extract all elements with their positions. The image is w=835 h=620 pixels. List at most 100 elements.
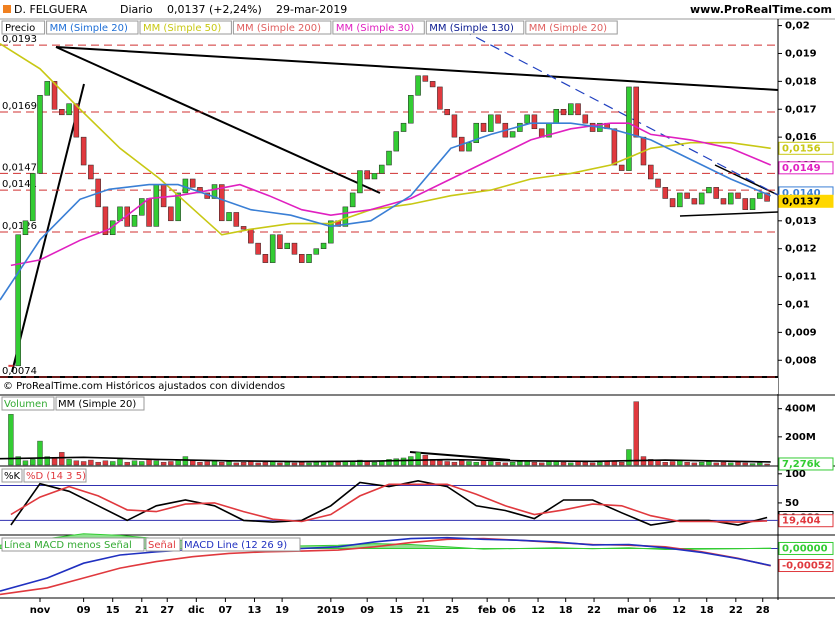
candle (568, 103, 574, 116)
volume-bar (15, 456, 21, 466)
x-tick-label: 22 (729, 605, 743, 616)
volume-bar (669, 461, 676, 466)
volume-bar (37, 440, 43, 466)
candle (415, 75, 421, 96)
y-tick-label: 0,012 (785, 244, 817, 255)
volume-bar (706, 461, 712, 466)
volume-bar (466, 461, 472, 466)
volume-bar (597, 461, 603, 466)
oscillator-line (10, 483, 768, 523)
legend-box (139, 20, 232, 35)
panel-title-box (23, 468, 87, 483)
candle (655, 178, 661, 188)
volume-bar (110, 461, 116, 466)
volume-bar (211, 460, 218, 466)
legend-entry: MM (Simple 130) (429, 23, 514, 34)
volume-bar (262, 461, 269, 466)
candle (197, 187, 203, 194)
value-tag-label: 0,0137 (782, 196, 821, 207)
volume-bar (153, 460, 160, 466)
candle (378, 164, 385, 174)
level-label: 0,0141 (2, 179, 37, 190)
volume-bar (735, 461, 741, 466)
candle (139, 198, 145, 216)
volume-bar (357, 459, 363, 466)
volume-bar (691, 462, 698, 466)
candle (59, 109, 65, 116)
candle (393, 131, 400, 152)
candle (277, 234, 283, 249)
value-tag (778, 559, 834, 573)
candle (248, 228, 254, 244)
legend-entry: MM (Simple 30) (336, 23, 414, 34)
candle (29, 173, 36, 222)
volume-bar (742, 462, 748, 466)
y-tick-label: 100 (785, 469, 806, 480)
candle (698, 192, 705, 205)
footer-bar (0, 378, 778, 394)
level-label: 0,0169 (2, 101, 37, 112)
value-tag (778, 514, 834, 528)
value-tag-label: 7,276k (782, 459, 821, 470)
value-tag-label: 0,00000 (782, 543, 828, 554)
symbol: D. FELGUERA (14, 3, 88, 16)
volume-bar (415, 452, 421, 466)
value-tag-label: 19,404 (782, 516, 821, 527)
y-tick-label: 0,011 (785, 272, 817, 283)
candle (589, 122, 596, 132)
candle (480, 122, 487, 132)
x-tick-label: 15 (106, 605, 120, 616)
candle (757, 192, 763, 199)
value-tag-label: 0,0140 (782, 188, 821, 199)
volume-bar (51, 457, 58, 466)
y-tick-label: 0,009 (785, 327, 817, 338)
volume-bar (139, 461, 145, 466)
candle (706, 187, 712, 194)
volume-bar (728, 462, 734, 466)
volume-bar (480, 460, 487, 466)
x-tick-label: mar (617, 605, 639, 616)
candle (531, 114, 538, 130)
candle (488, 114, 494, 132)
candle (168, 206, 174, 222)
volume-bar (698, 461, 705, 466)
x-tick-label: 21 (416, 605, 430, 616)
quote: 0,0137 (+2,24%) (167, 3, 262, 16)
candle (713, 187, 719, 199)
candle (764, 192, 770, 202)
panel-title-box (145, 537, 181, 552)
level-label: 0,0147 (2, 162, 37, 173)
volume-bar (386, 459, 392, 466)
volume-bar (618, 461, 625, 466)
panel-title: Línea MACD menos Señal (4, 539, 132, 551)
candle (146, 198, 152, 227)
panel-title-box (181, 537, 301, 552)
x-tick-label: dic (188, 605, 205, 616)
trendline-dashed (461, 29, 781, 197)
candle (131, 214, 138, 227)
period: Diario (120, 3, 153, 16)
y-tick-label: 400M (785, 404, 816, 415)
candle (357, 170, 363, 194)
volume-ma-line (0, 456, 771, 463)
candle (160, 184, 167, 208)
candle (175, 192, 181, 222)
candle (437, 86, 443, 110)
candle (153, 184, 160, 227)
volume-bar (582, 461, 589, 466)
volume-bar (713, 462, 719, 466)
volume-bar (240, 461, 247, 466)
panel-title: Señal (148, 540, 176, 551)
volume-bar (204, 461, 210, 466)
x-tick-label: 09 (360, 605, 374, 616)
candle (211, 184, 218, 199)
level-label: 0,0074 (2, 366, 37, 377)
candle (306, 254, 312, 263)
candle (219, 184, 225, 222)
y-tick-label: 50 (785, 498, 799, 509)
candle (233, 212, 240, 227)
legend-box (525, 20, 618, 35)
ma-line (0, 122, 772, 301)
volume-bar (538, 462, 545, 466)
